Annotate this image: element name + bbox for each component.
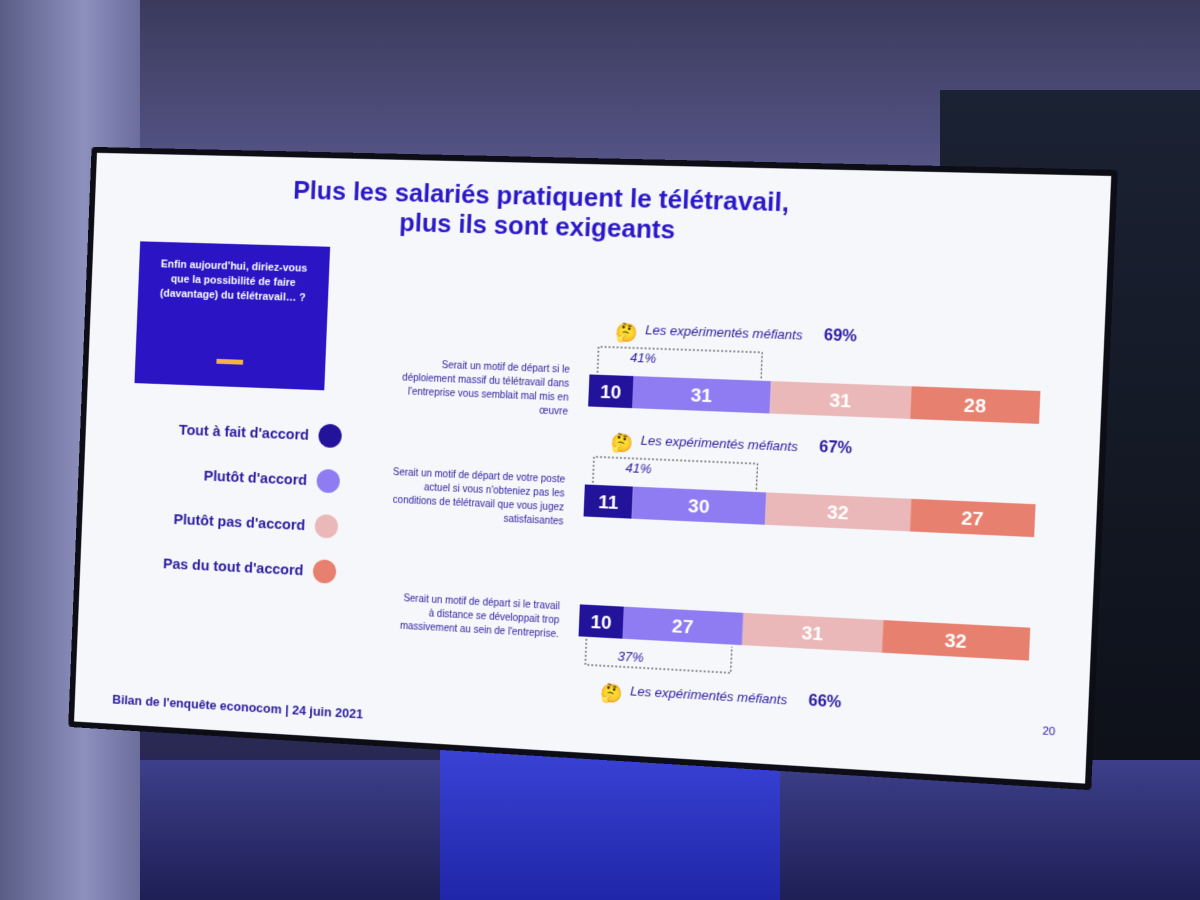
category-label: satisfaisantes [503,514,563,528]
thinking-face-icon: 🤔 [616,322,639,344]
agree-bracket [593,457,758,490]
bar-value-label: 11 [598,491,619,513]
annotation-label: Les expérimentés méfiants [645,322,804,343]
category-label: œuvre [539,405,569,417]
bar-value-label: 30 [688,495,710,518]
presentation-slide: Plus les salariés pratiquent le télétrav… [74,153,1111,784]
agree-total-label: 41% [625,460,652,476]
page-number: 20 [1042,725,1055,738]
annotation-value: 66% [808,692,842,711]
category-label: Serait un motif de départ si le [442,360,571,376]
thinking-face-icon: 🤔 [600,682,623,705]
bar-value-label: 31 [690,384,712,406]
bar-value-label: 10 [600,381,622,403]
category-label: Serait un motif de départ de votre poste [393,467,566,486]
stacked-bar-chart: 10 31 31 28Serait un motif de départ si led… [74,153,1111,784]
display-screen: Plus les salariés pratiquent le télétrav… [68,147,1118,790]
category-label: l'entreprise vous semblait mal mis en [408,386,569,403]
thinking-face-icon: 🤔 [611,432,634,454]
annotation-value: 67% [819,439,853,458]
agree-total-label: 41% [630,350,657,366]
category-label: Serait un motif de départ si le travail [403,593,560,612]
annotation-label: Les expérimentés méfiants [630,683,788,707]
annotation-label: Les expérimentés méfiants [640,432,798,454]
bar-value-label: 27 [961,507,984,530]
bar-value-label: 31 [801,622,824,645]
bar-value-label: 31 [829,389,852,412]
bar-value-label: 32 [944,629,967,652]
bar-value-label: 27 [672,615,694,638]
agree-bracket [585,639,732,673]
agree-bracket [597,347,762,379]
bar-value-label: 32 [827,501,850,524]
agree-total-label: 37% [617,648,644,665]
bar-value-label: 28 [963,394,986,417]
annotation-value: 69% [824,327,858,346]
bar-value-label: 10 [590,611,612,634]
